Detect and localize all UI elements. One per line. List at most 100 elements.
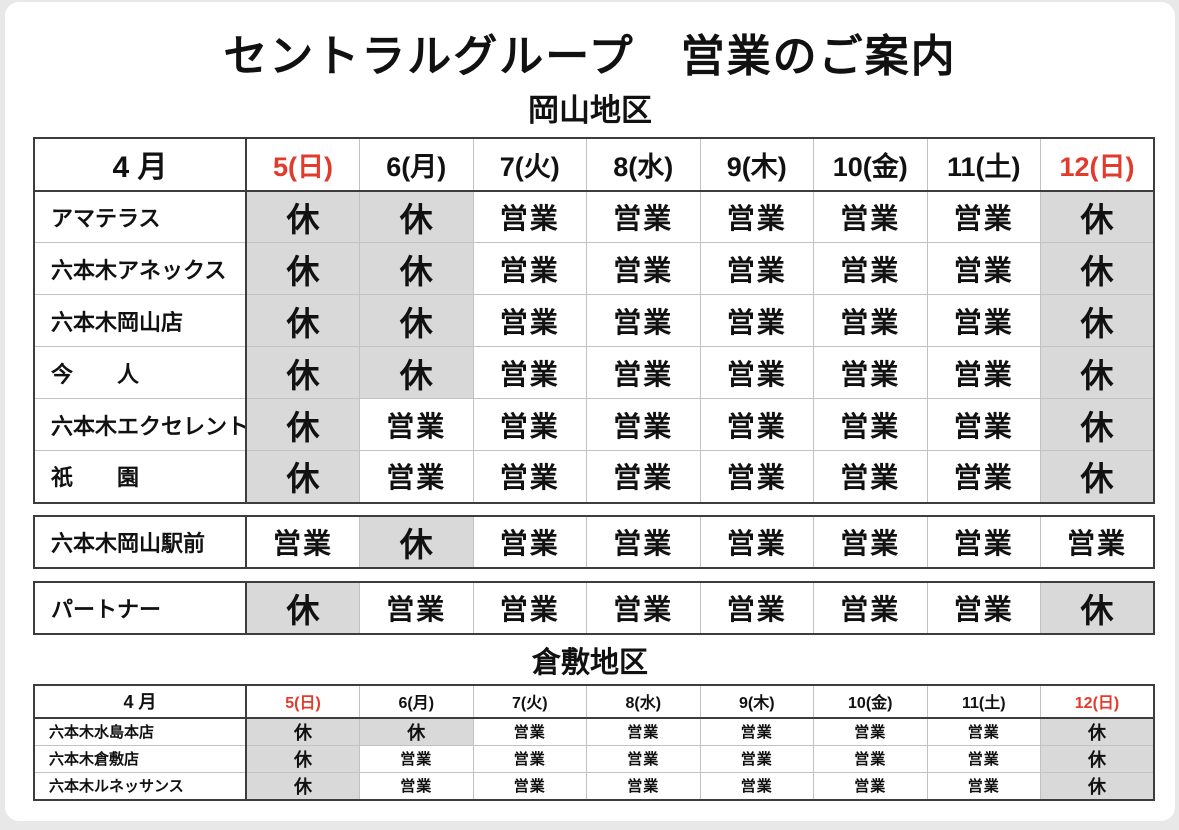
status-cell-open: 営業 <box>1040 515 1155 569</box>
status-cell-open: 営業 <box>699 346 814 400</box>
day-header: 6(月) <box>359 137 474 192</box>
status-cell-open: 営業 <box>926 771 1041 801</box>
status-cell-open: 営業 <box>699 398 814 452</box>
status-cell-open: 営業 <box>699 771 814 801</box>
status-cell-open: 営業 <box>926 398 1041 452</box>
status-cell-closed: 休 <box>1040 744 1155 773</box>
kurashiki-section-heading: 倉敷地区 <box>531 646 648 679</box>
status-cell-closed: 休 <box>1040 581 1155 635</box>
status-cell-open: 営業 <box>813 771 928 801</box>
day-header: 7(火) <box>472 137 587 192</box>
status-cell-open: 営業 <box>813 450 928 504</box>
store-name: 六本木水島本店 <box>33 717 247 746</box>
day-header: 11(土) <box>926 684 1041 719</box>
status-cell-open: 営業 <box>586 242 701 296</box>
okayama-main-table-container: 4 月 5(日) 6(月) 7(火) 8(水) 9(木) 10(金) 11(土) 12(日) アマ… <box>5 136 1175 504</box>
kurashiki-schedule-table: 4 月 5(日) 6(月) 7(火) 8(水) 9(木) 10(金) 11(土) 12(日) 六本… <box>33 683 1155 801</box>
status-cell-open: 営業 <box>472 744 587 773</box>
status-cell-open: 営業 <box>359 771 474 801</box>
okayama-section-heading: 岡山地区 <box>528 92 652 128</box>
status-cell-closed: 休 <box>1040 398 1155 452</box>
notice-page: セントラルグループ 営業のご案内 岡山地区 4 月 5(日) 6(月) 7(火) 8(水… <box>5 2 1175 821</box>
store-name: アマテラス <box>33 190 247 244</box>
status-cell-closed: 休 <box>245 398 360 452</box>
status-cell-open: 営業 <box>586 744 701 773</box>
store-name: 今 人 <box>33 346 247 400</box>
store-row: 六本木倉敷店休営業 営業 営業 営業 営業 営業休 <box>33 744 1155 773</box>
status-cell-closed: 休 <box>359 346 474 400</box>
status-cell-closed: 休 <box>1040 717 1155 746</box>
status-cell-open: 営業 <box>586 398 701 452</box>
day-header: 8(水) <box>586 684 701 719</box>
status-cell-open: 営業 <box>926 242 1041 296</box>
store-row: 六本木エクセレント休営業 営業 営業 営業 営業 営業休 <box>33 398 1155 452</box>
status-cell-closed: 休 <box>1040 771 1155 801</box>
status-cell-open: 営業 <box>926 515 1041 569</box>
status-cell-open: 営業 <box>359 450 474 504</box>
status-cell-open: 営業 <box>813 515 928 569</box>
status-cell-closed: 休 <box>245 771 360 801</box>
status-cell-open: 営業 <box>926 450 1041 504</box>
status-cell-closed: 休 <box>245 450 360 504</box>
day-header: 7(火) <box>472 684 587 719</box>
store-name: 六本木倉敷店 <box>33 744 247 773</box>
status-cell-closed: 休 <box>1040 450 1155 504</box>
store-row: パートナー休営業 営業 営業 営業 営業 営業休 <box>33 581 1155 635</box>
status-cell-open: 営業 <box>472 515 587 569</box>
partner-schedule-table: パートナー休営業 営業 営業 営業 営業 営業休 <box>33 580 1155 635</box>
status-cell-open: 営業 <box>472 398 587 452</box>
status-cell-open: 営業 <box>472 346 587 400</box>
status-cell-open: 営業 <box>699 190 814 244</box>
status-cell-closed: 休 <box>245 717 360 746</box>
status-cell-open: 営業 <box>472 717 587 746</box>
date-header-row: 4 月 5(日) 6(月) 7(火) 8(水) 9(木) 10(金) 11(土) 12(日) <box>33 684 1155 719</box>
status-cell-open: 営業 <box>699 717 814 746</box>
status-cell-closed: 休 <box>1040 242 1155 296</box>
status-cell-closed: 休 <box>245 581 360 635</box>
store-row: 六本木岡山店休休営業 営業 営業 営業 営業休 <box>33 294 1155 348</box>
status-cell-closed: 休 <box>359 190 474 244</box>
store-row: 六本木水島本店休休営業 営業 営業 営業 営業休 <box>33 717 1155 746</box>
kurashiki-table-container: 4 月 5(日) 6(月) 7(火) 8(水) 9(木) 10(金) 11(土) 12(日) 六本… <box>5 683 1175 801</box>
status-cell-open: 営業 <box>586 346 701 400</box>
status-cell-open: 営業 <box>586 294 701 348</box>
status-cell-open: 営業 <box>472 581 587 635</box>
status-cell-open: 営業 <box>926 744 1041 773</box>
day-header: 9(木) <box>699 137 814 192</box>
store-row: 六本木岡山駅前 営業休営業 営業 営業 営業 営業 営業 <box>33 515 1155 569</box>
status-cell-open: 営業 <box>926 190 1041 244</box>
status-cell-open: 営業 <box>472 242 587 296</box>
okayama-schedule-table: 4 月 5(日) 6(月) 7(火) 8(水) 9(木) 10(金) 11(土) 12(日) アマ… <box>33 136 1155 504</box>
status-cell-open: 営業 <box>926 346 1041 400</box>
store-row: 六本木アネックス休休営業 営業 営業 営業 営業休 <box>33 242 1155 296</box>
status-cell-closed: 休 <box>245 744 360 773</box>
status-cell-open: 営業 <box>699 242 814 296</box>
status-cell-open: 営業 <box>813 717 928 746</box>
status-cell-open: 営業 <box>586 771 701 801</box>
status-cell-closed: 休 <box>359 294 474 348</box>
day-header: 12(日) <box>1040 137 1155 192</box>
status-cell-open: 営業 <box>699 294 814 348</box>
status-cell-closed: 休 <box>245 190 360 244</box>
status-cell-closed: 休 <box>245 346 360 400</box>
day-header: 10(金) <box>813 137 928 192</box>
status-cell-open: 営業 <box>699 450 814 504</box>
ekimae-schedule-table: 六本木岡山駅前 営業休営業 営業 営業 営業 営業 営業 <box>33 514 1155 569</box>
status-cell-open: 営業 <box>586 581 701 635</box>
status-cell-open: 営業 <box>586 190 701 244</box>
store-row: 今 人休休営業 営業 営業 営業 営業休 <box>33 346 1155 400</box>
store-row: アマテラス休休営業 営業 営業 営業 営業休 <box>33 190 1155 244</box>
status-cell-open: 営業 <box>472 450 587 504</box>
okayama-partner-table-container: パートナー休営業 営業 営業 営業 営業 営業休 <box>5 580 1175 635</box>
status-cell-open: 営業 <box>472 771 587 801</box>
status-cell-open: 営業 <box>926 717 1041 746</box>
status-cell-open: 営業 <box>813 581 928 635</box>
status-cell-closed: 休 <box>245 294 360 348</box>
okayama-ekimae-table-container: 六本木岡山駅前 営業休営業 営業 営業 営業 営業 営業 <box>5 514 1175 569</box>
store-row: 六本木ルネッサンス休営業 営業 営業 営業 営業 営業休 <box>33 771 1155 801</box>
day-header: 9(木) <box>699 684 814 719</box>
status-cell-open: 営業 <box>813 294 928 348</box>
status-cell-closed: 休 <box>245 242 360 296</box>
status-cell-closed: 休 <box>359 242 474 296</box>
day-header: 12(日) <box>1040 684 1155 719</box>
